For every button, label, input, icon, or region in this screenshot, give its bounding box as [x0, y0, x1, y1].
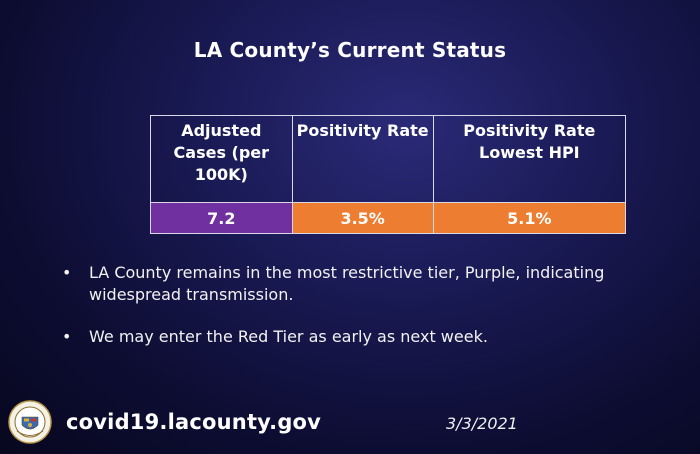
bullet-icon: •: [62, 263, 72, 282]
footer-date: 3/3/2021: [446, 414, 518, 433]
header-positivity-rate: Positivity Rate: [291, 115, 434, 203]
value-positivity-rate: 3.5%: [291, 202, 434, 234]
table-header-row: Adjusted Cases (per 100K) Positivity Rat…: [150, 115, 627, 203]
bullet-icon: •: [62, 327, 72, 346]
status-table: Adjusted Cases (per 100K) Positivity Rat…: [150, 115, 627, 234]
bullet-text: LA County remains in the most restrictiv…: [89, 263, 605, 304]
header-adjusted-cases-label: Adjusted Cases (per 100K): [173, 121, 270, 184]
header-positivity-rate-lowest-hpi-label: Positivity Rate Lowest HPI: [463, 121, 596, 162]
value-adjusted-cases: 7.2: [150, 202, 293, 234]
bullet-text: We may enter the Red Tier as early as ne…: [89, 327, 488, 346]
footer-url: covid19.lacounty.gov: [66, 410, 322, 434]
header-positivity-rate-lowest-hpi: Positivity Rate Lowest HPI: [432, 115, 627, 203]
county-seal-icon: [8, 400, 52, 444]
value-positivity-rate-lowest-hpi: 5.1%: [432, 202, 627, 234]
bullet-list: • LA County remains in the most restrict…: [62, 262, 672, 368]
list-item: • LA County remains in the most restrict…: [62, 262, 672, 306]
list-item: • We may enter the Red Tier as early as …: [62, 326, 672, 348]
header-adjusted-cases: Adjusted Cases (per 100K): [150, 115, 293, 203]
slide-title: LA County’s Current Status: [193, 38, 507, 62]
table-value-row: 7.2 3.5% 5.1%: [150, 202, 627, 234]
